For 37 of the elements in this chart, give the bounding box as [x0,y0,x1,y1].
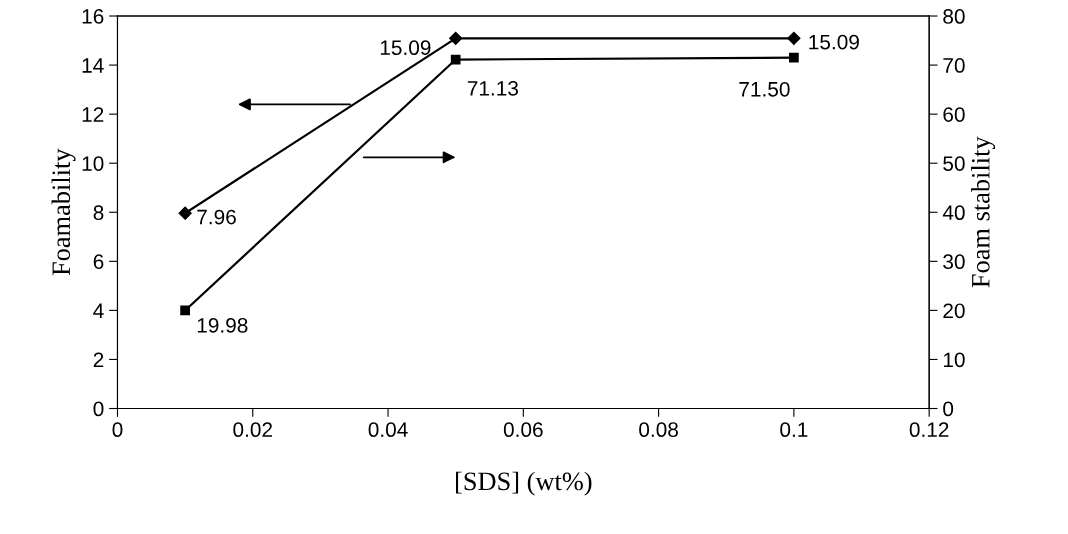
y-tick-label: 16 [82,9,104,24]
y-tick-label: 4 [93,303,104,318]
y-axis-title: Foamability [51,148,76,276]
y-tick-label: 12 [82,107,104,122]
y-tick-label: 2 [93,352,104,367]
y-tick-label: 0 [93,401,104,417]
point [450,54,461,65]
y2-tick-label: 80 [943,9,965,24]
x-tick-label: 0.1 [780,422,808,438]
x-tick-label: 0.08 [639,422,678,438]
y2-tick-label: 30 [943,254,965,270]
y2-tick-label: 0 [943,401,954,417]
data-label: 71.13 [467,80,519,96]
data-label: 7.96 [197,209,236,225]
x-tick-label: 0.04 [368,422,408,438]
y-tick-label: 8 [93,205,104,221]
y2-tick-label: 40 [942,205,965,221]
x-tick-label: 0.06 [503,422,543,438]
y2-axis-title: Foam stability [971,136,996,288]
y2-tick-label: 70 [943,58,965,73]
data-label: 15.09 [809,34,859,50]
point [180,305,190,316]
point [789,52,799,63]
y2-tick-label: 50 [943,156,965,171]
y-tick-label: 6 [93,254,104,270]
data-label: 19.98 [197,317,248,333]
y2-tick-label: 20 [943,303,965,319]
x-tick-label: 0.02 [233,422,272,438]
y-tick-label: 14 [82,58,104,73]
data-label: 71.50 [739,81,790,97]
x-axis-title: [SDS] (wt%) [456,471,592,496]
y-tick-label: 10 [82,156,104,171]
y2-tick-label: 10 [943,352,965,368]
x-tick-label: 0 [112,422,123,438]
x-tick-label: 0.12 [909,422,949,438]
data-label: 15.09 [380,40,431,56]
y2-tick-label: 60 [943,107,965,122]
